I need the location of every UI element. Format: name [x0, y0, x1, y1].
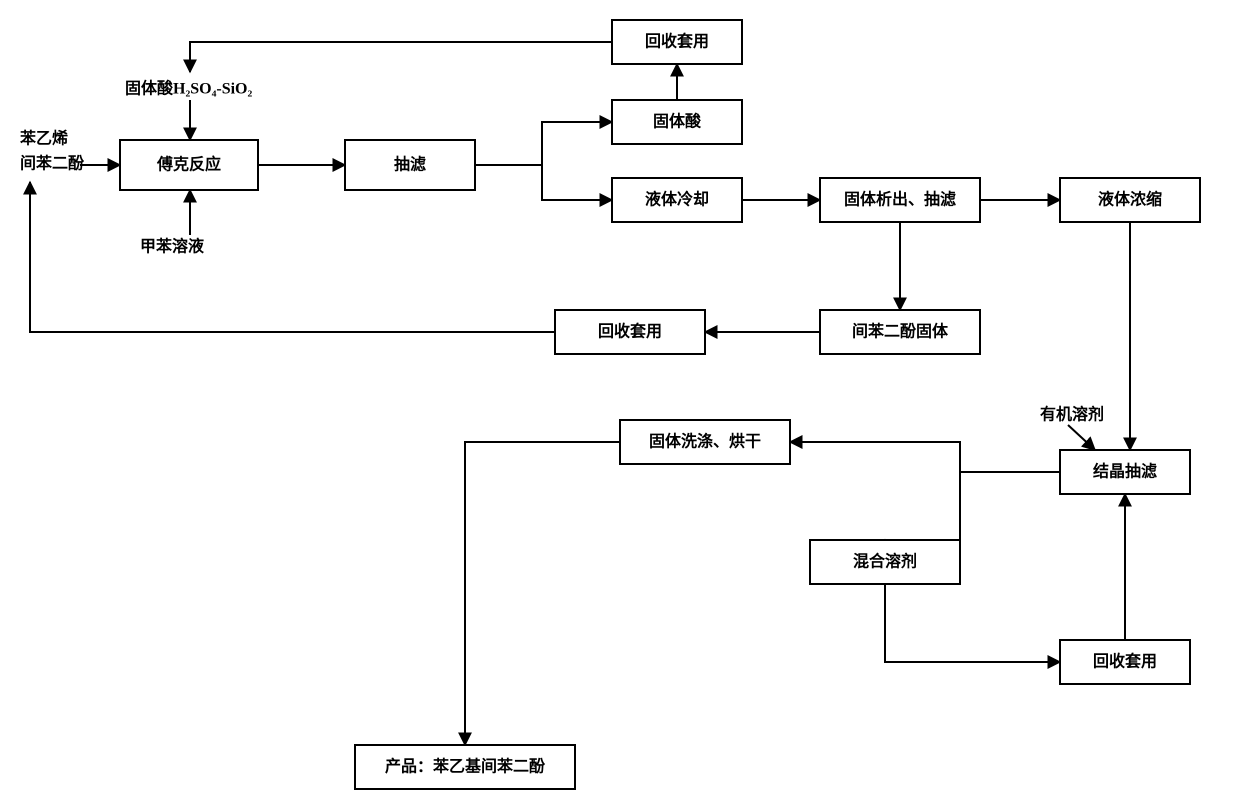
flow-edge-split-down — [542, 165, 612, 200]
flow-label-in1: 苯乙烯 — [19, 129, 68, 148]
flow-node-cryst: 结晶抽滤 — [1060, 450, 1190, 494]
flow-node-label: 固体洗涤、烘干 — [649, 432, 761, 451]
flow-node-product: 产品：苯乙基间苯二酚 — [355, 745, 575, 789]
flow-label-cat: 固体酸H₂SO₄-SiO₂ — [125, 79, 253, 98]
flow-node-washdry: 固体洗涤、烘干 — [620, 420, 790, 464]
flow-node-label: 结晶抽滤 — [1092, 462, 1157, 481]
flow-node-precip: 固体析出、抽滤 — [820, 178, 980, 222]
flow-node-recyc1: 回收套用 — [612, 20, 742, 64]
flow-node-recyc3: 回收套用 — [1060, 640, 1190, 684]
flow-node-resor: 间苯二酚固体 — [820, 310, 980, 354]
flow-label-solv: 甲苯溶液 — [140, 237, 205, 256]
flow-node-label: 回收套用 — [598, 322, 662, 341]
flow-node-label: 傅克反应 — [156, 155, 221, 174]
flow-node-mixsolv: 混合溶剂 — [810, 540, 960, 584]
flow-edge-wash-to-product — [465, 442, 620, 745]
flow-edge-rec2-to-in — [30, 182, 555, 332]
flow-node-label: 回收套用 — [645, 32, 709, 51]
flow-label-org_solv: 有机溶剂 — [1040, 405, 1104, 424]
flow-node-filt1: 抽滤 — [345, 140, 475, 190]
flow-node-conc: 液体浓缩 — [1060, 178, 1200, 222]
flow-node-label: 固体酸 — [653, 112, 702, 131]
flow-label-in2: 间苯二酚 — [20, 154, 85, 173]
flow-node-label: 液体浓缩 — [1098, 190, 1162, 209]
flow-edge-rec1-to-fk — [190, 42, 612, 72]
flow-node-label: 抽滤 — [394, 155, 426, 174]
flow-node-label: 液体冷却 — [645, 190, 709, 209]
flow-node-label: 产品：苯乙基间苯二酚 — [385, 757, 546, 776]
flow-node-cool: 液体冷却 — [612, 178, 742, 222]
flow-node-recyc2: 回收套用 — [555, 310, 705, 354]
flow-edge-split-up — [542, 122, 612, 165]
flow-node-label: 回收套用 — [1093, 652, 1157, 671]
flow-node-label: 固体析出、抽滤 — [844, 190, 956, 209]
flow-node-fk: 傅克反应 — [120, 140, 258, 190]
flow-edge-orgsolv-to-cryst — [1068, 425, 1095, 450]
flow-node-label: 间苯二酚固体 — [852, 322, 949, 341]
flow-edge-csplit-to-wash — [790, 442, 960, 472]
flow-node-solid_a: 固体酸 — [612, 100, 742, 144]
flow-node-label: 混合溶剂 — [853, 552, 917, 571]
flow-edge-mix-to-rec3 — [885, 584, 1060, 662]
